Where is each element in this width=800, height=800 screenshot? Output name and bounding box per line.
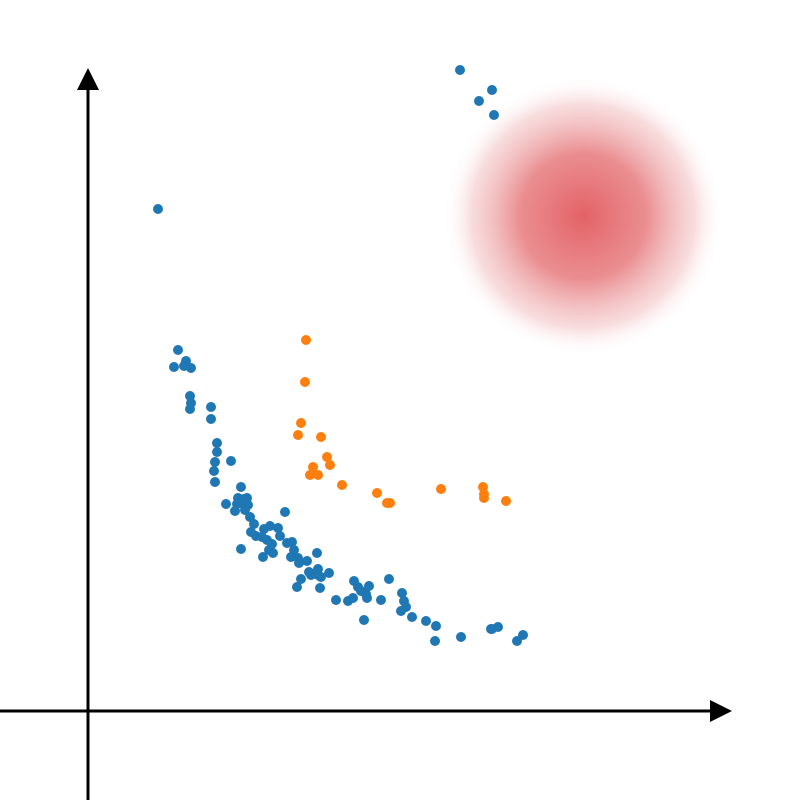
scatter-point-series-2 bbox=[436, 484, 446, 494]
scatter-point-series-1 bbox=[376, 595, 386, 605]
scatter-point-series-1 bbox=[286, 552, 296, 562]
scatter-point-series-1 bbox=[489, 110, 499, 120]
scatter-point-series-1 bbox=[296, 574, 306, 584]
scatter-point-series-2 bbox=[325, 460, 335, 470]
scatter-point-series-1 bbox=[275, 531, 285, 541]
points-layer bbox=[153, 65, 528, 646]
red-blob bbox=[443, 76, 723, 356]
scatter-point-series-1 bbox=[186, 363, 196, 373]
scatter-point-series-1 bbox=[206, 414, 216, 424]
scatter-point-series-1 bbox=[493, 622, 503, 632]
scatter-point-series-1 bbox=[173, 345, 183, 355]
scatter-point-series-1 bbox=[302, 556, 312, 566]
scatter-point-series-1 bbox=[331, 595, 341, 605]
y-axis-arrowhead bbox=[77, 68, 99, 90]
scatter-point-series-1 bbox=[280, 507, 290, 517]
scatter-point-series-1 bbox=[316, 572, 326, 582]
scatter-point-series-1 bbox=[315, 583, 325, 593]
scatter-point-series-1 bbox=[487, 85, 497, 95]
scatter-point-series-1 bbox=[324, 568, 334, 578]
scatter-point-series-2 bbox=[308, 462, 318, 472]
scatter-point-series-2 bbox=[501, 496, 511, 506]
scatter-point-series-1 bbox=[294, 558, 304, 568]
scatter-point-series-1 bbox=[153, 204, 163, 214]
scatter-point-series-2 bbox=[300, 377, 310, 387]
scatter-point-series-1 bbox=[249, 519, 259, 529]
scatter-point-series-1 bbox=[268, 548, 278, 558]
scatter-point-series-1 bbox=[397, 588, 407, 598]
scatter-point-series-1 bbox=[474, 96, 484, 106]
x-axis-arrowhead bbox=[710, 700, 732, 722]
scatter-point-series-1 bbox=[258, 552, 268, 562]
scatter-point-series-2 bbox=[479, 493, 489, 503]
scatter-point-series-2 bbox=[316, 432, 326, 442]
scatter-point-series-2 bbox=[305, 470, 315, 480]
scatter-point-series-1 bbox=[265, 521, 275, 531]
scatter-point-series-1 bbox=[240, 505, 250, 515]
scatter-point-series-1 bbox=[407, 612, 417, 622]
scatter-point-series-1 bbox=[226, 456, 236, 466]
scatter-point-series-1 bbox=[210, 477, 220, 487]
scatter-point-series-1 bbox=[306, 570, 316, 580]
scatter-point-series-2 bbox=[296, 418, 306, 428]
scatter-point-series-1 bbox=[518, 630, 528, 640]
scatter-point-series-2 bbox=[372, 488, 382, 498]
scatter-point-series-1 bbox=[185, 404, 195, 414]
scatter-point-series-1 bbox=[273, 523, 283, 533]
scatter-point-series-2 bbox=[293, 430, 303, 440]
scatter-point-series-2 bbox=[322, 452, 332, 462]
scatter-point-series-1 bbox=[236, 544, 246, 554]
scatter-point-series-2 bbox=[385, 498, 395, 508]
scatter-point-series-1 bbox=[359, 615, 369, 625]
scatter-point-series-1 bbox=[221, 499, 231, 509]
scatter-point-series-1 bbox=[421, 616, 431, 626]
scatter-point-series-1 bbox=[362, 593, 372, 603]
scatter-point-series-1 bbox=[230, 506, 240, 516]
scatter-point-series-2 bbox=[313, 470, 323, 480]
scatter-point-series-1 bbox=[455, 65, 465, 75]
scatter-point-series-1 bbox=[312, 548, 322, 558]
scatter-point-series-1 bbox=[246, 527, 256, 537]
scatter-point-series-1 bbox=[348, 593, 358, 603]
scatter-point-series-1 bbox=[430, 636, 440, 646]
scatter-point-series-1 bbox=[210, 457, 220, 467]
scatter-point-series-2 bbox=[337, 480, 347, 490]
scatter-point-series-1 bbox=[212, 447, 222, 457]
scatter-point-series-1 bbox=[384, 574, 394, 584]
scatter-point-series-1 bbox=[169, 362, 179, 372]
scatter-point-series-1 bbox=[262, 535, 272, 545]
scatter-point-series-1 bbox=[364, 581, 374, 591]
scatter-point-series-1 bbox=[206, 402, 216, 412]
scatter-point-series-2 bbox=[301, 335, 311, 345]
scatter-point-series-1 bbox=[287, 537, 297, 547]
scatter-point-series-1 bbox=[431, 621, 441, 631]
scatter-point-series-1 bbox=[292, 582, 302, 592]
scatter-point-series-1 bbox=[236, 482, 246, 492]
scatter-point-series-1 bbox=[396, 606, 406, 616]
scatter-point-series-1 bbox=[209, 466, 219, 476]
scatter-point-series-1 bbox=[456, 632, 466, 642]
scatter-point-series-1 bbox=[212, 438, 222, 448]
